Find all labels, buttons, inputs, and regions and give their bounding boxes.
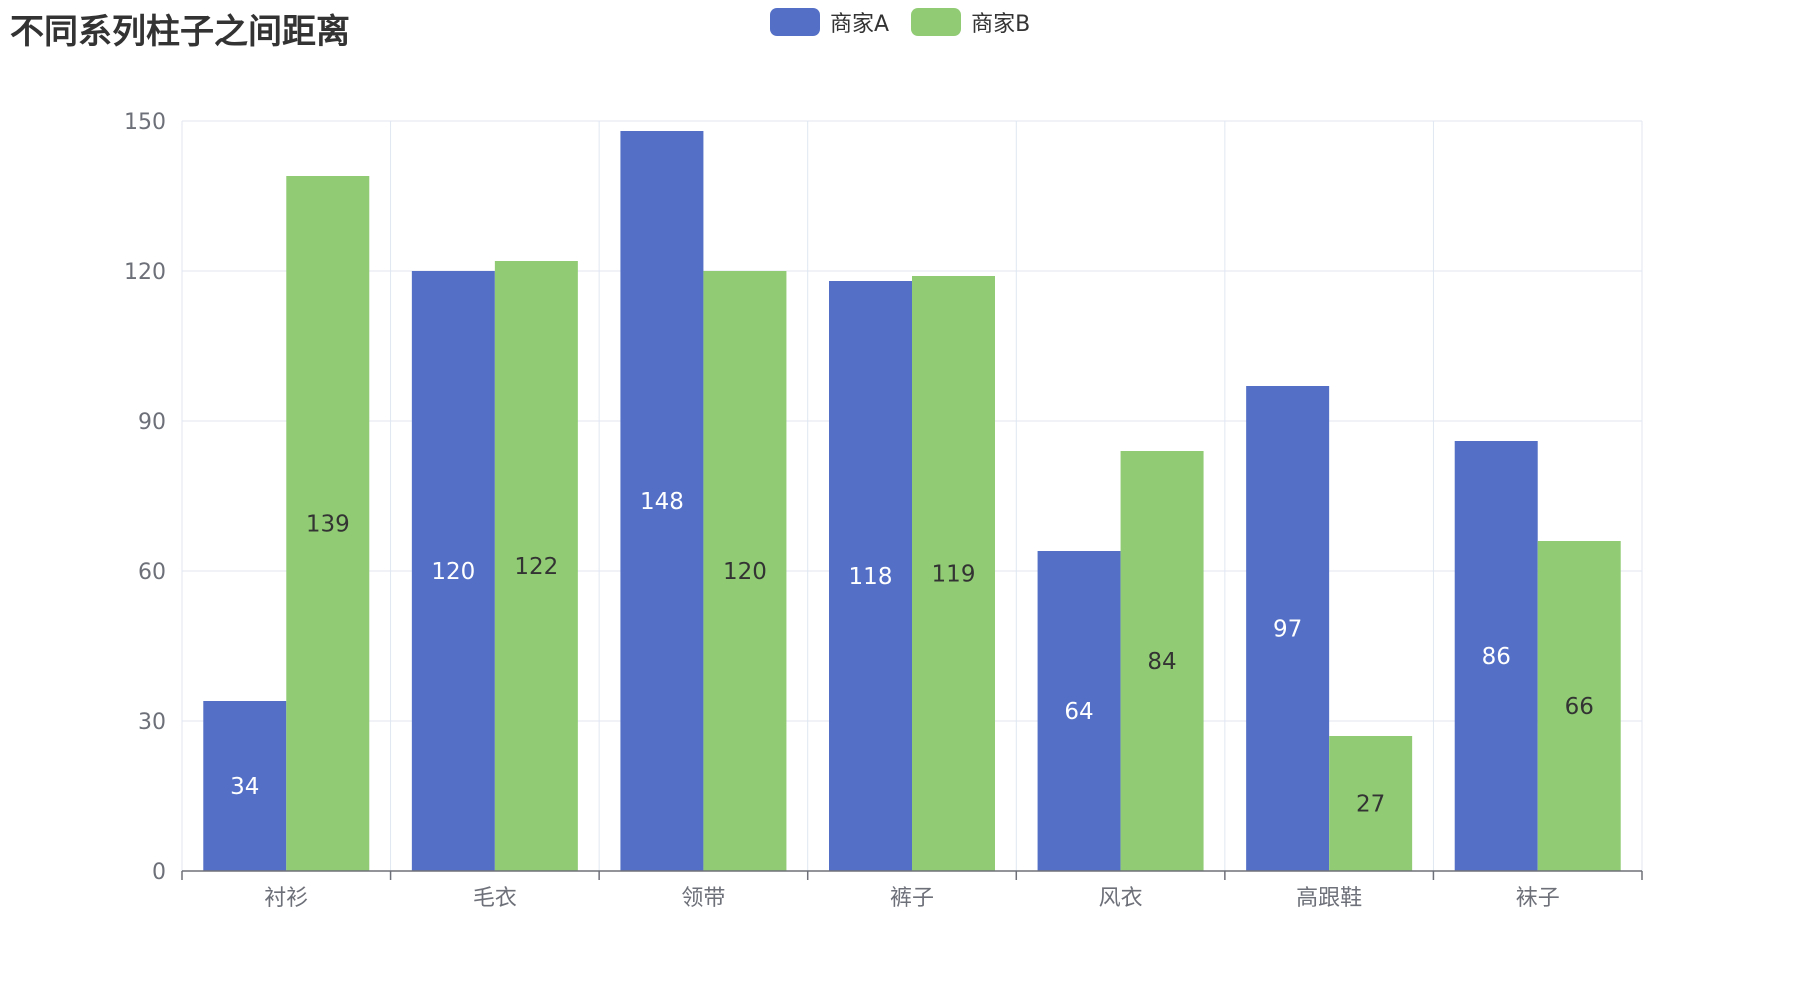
bar-value-label: 97 <box>1273 617 1302 643</box>
bar <box>1037 551 1121 871</box>
y-tick-label: 60 <box>138 560 166 585</box>
legend-item-series-a[interactable]: 商家A <box>770 6 889 38</box>
legend-swatch-series-b <box>911 8 962 36</box>
bar-value-label: 64 <box>1064 699 1093 725</box>
x-tick-label: 毛衣 <box>473 886 517 911</box>
bar-value-label: 139 <box>306 512 350 538</box>
bar <box>620 131 704 871</box>
bar-value-label: 120 <box>723 559 767 585</box>
bar <box>1120 451 1204 871</box>
bar <box>703 271 787 871</box>
chart-title: 不同系列柱子之间距离 <box>10 12 350 52</box>
bar-value-label: 34 <box>230 774 259 800</box>
legend-swatch-series-a <box>770 8 820 36</box>
legend-item-series-b[interactable]: 商家B <box>911 6 1030 38</box>
bar <box>411 271 495 871</box>
x-tick-label: 袜子 <box>1516 886 1560 911</box>
x-tick-label: 领带 <box>681 886 725 911</box>
legend-label-series-a: 商家A <box>830 12 890 37</box>
bar-value-label: 118 <box>849 564 893 590</box>
x-tick-label: 高跟鞋 <box>1296 886 1362 911</box>
bar-value-label: 119 <box>932 562 976 588</box>
bar <box>1454 441 1538 871</box>
x-tick-label: 裤子 <box>890 886 934 911</box>
bar <box>494 261 578 871</box>
bar <box>912 276 995 871</box>
bar <box>1246 386 1330 871</box>
bar <box>1537 541 1621 871</box>
bar <box>286 176 370 871</box>
y-tick-label: 150 <box>124 110 166 135</box>
bar-value-label: 86 <box>1482 644 1511 670</box>
y-tick-label: 90 <box>138 410 166 435</box>
x-tick-label: 衬衫 <box>264 886 308 911</box>
bar-value-label: 148 <box>640 489 684 515</box>
y-tick-label: 120 <box>124 260 166 285</box>
bar-value-label: 120 <box>431 559 475 585</box>
bar-value-label: 84 <box>1147 649 1176 675</box>
y-tick-label: 0 <box>152 860 166 885</box>
bar-value-label: 122 <box>514 554 558 580</box>
bar <box>829 281 912 871</box>
legend: 商家A 商家B <box>770 6 1030 38</box>
bar <box>203 701 287 871</box>
y-tick-label: 30 <box>138 710 166 735</box>
x-tick-label: 风衣 <box>1099 886 1143 911</box>
bar-value-label: 66 <box>1565 694 1594 720</box>
bar <box>1329 736 1413 871</box>
bar-value-label: 27 <box>1356 792 1385 818</box>
legend-label-series-b: 商家B <box>971 12 1031 37</box>
